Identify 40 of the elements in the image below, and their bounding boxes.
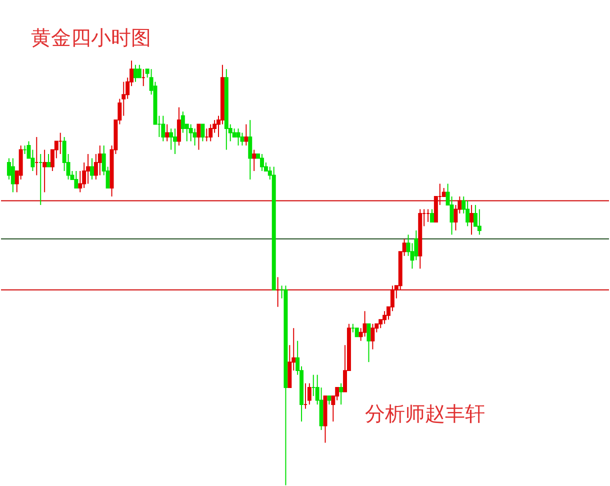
- candlestick: [252, 149, 256, 172]
- candlestick: [477, 208, 482, 236]
- candlestick: [240, 132, 244, 146]
- candlestick: [74, 170, 78, 188]
- candlestick: [248, 120, 252, 180]
- candlestick: [370, 323, 375, 350]
- candlestick: [335, 387, 340, 401]
- chart-title: 黄金四小时图: [30, 26, 151, 50]
- candlestick: [90, 158, 94, 180]
- candlestick: [196, 124, 201, 150]
- candlestick: [180, 111, 185, 134]
- candlestick: [200, 124, 205, 142]
- candlestick: [236, 128, 240, 146]
- candlestick: [86, 154, 90, 184]
- candlestick: [10, 158, 15, 193]
- candlestick: [466, 200, 470, 227]
- candlestick: [188, 124, 193, 142]
- candlestick: [169, 128, 174, 150]
- candlestick: [430, 208, 434, 222]
- candlestick: [161, 115, 166, 142]
- candlestick: [176, 106, 181, 146]
- candlestick: [362, 310, 367, 338]
- candlestick: [98, 145, 102, 176]
- candlestick: [42, 149, 47, 193]
- candlestick: [244, 124, 248, 146]
- candlestick: [173, 128, 178, 155]
- candlestick: [382, 310, 387, 324]
- candlestick: [339, 382, 344, 406]
- candlestick: [307, 382, 312, 406]
- candlestick: [208, 124, 213, 142]
- candlestick: [137, 64, 142, 78]
- candlestick: [46, 154, 50, 168]
- candlestick: [133, 64, 138, 82]
- candlestick: [366, 323, 371, 363]
- candlestick: [260, 154, 264, 172]
- candlestick: [390, 285, 394, 312]
- candlestick: [30, 149, 35, 172]
- candlestick: [165, 124, 170, 142]
- candlestick: [470, 204, 474, 236]
- annotation: 分析师赵丰轩: [364, 402, 485, 426]
